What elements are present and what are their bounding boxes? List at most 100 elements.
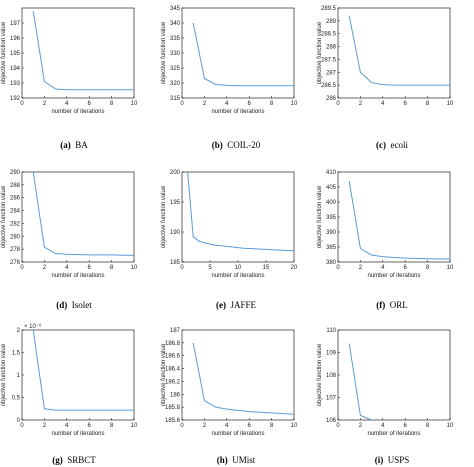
- panel-caption: (i) USPS: [375, 455, 410, 465]
- x-tick-label: 10: [447, 101, 454, 107]
- x-axis-label: number of iterations: [51, 109, 104, 115]
- plot-frame: [21, 329, 135, 421]
- y-tick-label: 278: [10, 247, 21, 253]
- y-tick-label: 200: [170, 170, 181, 176]
- series-line: [32, 10, 134, 91]
- y-tick-label: 340: [170, 21, 181, 27]
- series-line: [192, 342, 294, 415]
- panel-caption: (e) JAFFE: [216, 300, 257, 310]
- y-tick-label: 186.8: [165, 341, 181, 347]
- x-tick-label: 10: [291, 101, 298, 107]
- plot-frame: [21, 7, 135, 99]
- x-tick-label: 6: [88, 101, 92, 107]
- series-line: [32, 172, 134, 256]
- series-line: [32, 330, 134, 411]
- x-tick-label: 8: [270, 101, 274, 107]
- y-tick-label: 280: [10, 234, 21, 240]
- x-tick-label: 2: [203, 423, 207, 429]
- x-tick-label: 8: [426, 265, 430, 271]
- x-tick-label: 4: [381, 101, 385, 107]
- x-axis-label: number of iterations: [51, 273, 104, 279]
- caption-text: UMist: [232, 455, 256, 465]
- y-axis-label: objective function value: [317, 185, 323, 248]
- y-tick-label: 390: [326, 230, 337, 236]
- y-tick-label: 289.5: [321, 6, 337, 12]
- caption-text: BA: [75, 140, 88, 150]
- y-axis-label: objective function value: [161, 21, 167, 84]
- x-tick-label: 5: [208, 265, 212, 271]
- plot-frame: [21, 171, 135, 263]
- y-tick-label: 185.6: [165, 418, 181, 424]
- x-tick-label: 4: [381, 265, 385, 271]
- x-tick-label: 4: [65, 265, 69, 271]
- caption-text: JAFFE: [230, 300, 256, 310]
- y-tick-label: 345: [170, 6, 181, 12]
- y-tick-label: 0.5: [12, 396, 21, 402]
- plot-frame: [181, 7, 295, 99]
- y-tick-label: 400: [326, 200, 337, 206]
- chart-panel-b: 0 2 4 6 8 10 315 320 325 330 335 340 345 number of it…: [161, 6, 298, 150]
- panel-caption: (d) Isolet: [56, 300, 92, 310]
- x-axis-label: number of iterations: [211, 431, 264, 437]
- caption-id: (e): [216, 300, 226, 310]
- caption-text: SRBCT: [67, 455, 96, 465]
- x-tick-label: 10: [131, 101, 138, 107]
- x-tick-label: 8: [426, 423, 430, 429]
- x-tick-label: 8: [270, 423, 274, 429]
- x-tick-label: 10: [131, 423, 138, 429]
- y-tick-label: 186: [170, 392, 181, 398]
- y-tick-label: 385: [326, 245, 337, 251]
- y-tick-label: 107: [326, 396, 337, 402]
- y-axis-label: objective function value: [317, 343, 323, 406]
- panel-caption: (f) ORL: [376, 300, 408, 310]
- y-tick-label: 197: [10, 21, 21, 27]
- x-tick-label: 6: [248, 101, 252, 107]
- chart-panel-f: 0 2 4 6 8 10 380 385 390 395 400 405 410 number of it…: [317, 170, 454, 310]
- y-tick-label: 194: [10, 66, 21, 72]
- y-tick-label: 186.2: [165, 379, 181, 385]
- y-tick-label: 109: [326, 351, 337, 357]
- caption-id: (b): [212, 140, 223, 150]
- series-line: [348, 343, 377, 420]
- chart-panel-a: 0 2 4 6 8 10 192 193 194 195 196 197 number of itera…: [1, 7, 138, 150]
- caption-text: USPS: [388, 455, 410, 465]
- x-tick-label: 4: [225, 423, 229, 429]
- chart-panel-h: 0 2 4 6 8 10 185.6 185.8 186 186.2 186.4 186.6 186.8…: [161, 328, 298, 465]
- y-tick-label: 192: [10, 96, 21, 102]
- y-tick-label: 288: [10, 183, 21, 189]
- x-axis-label: number of iterations: [51, 431, 104, 437]
- chart-panel-i: 0 2 4 6 8 10 106 107 108 109 110 number of iteratio…: [317, 328, 454, 465]
- y-tick-label: 325: [170, 66, 181, 72]
- caption-id: (g): [52, 455, 63, 465]
- y-tick-label: 330: [170, 51, 181, 57]
- caption-id: (a): [60, 140, 71, 150]
- y-tick-label: 287: [326, 70, 337, 76]
- y-tick-label: 395: [326, 215, 337, 221]
- y-tick-label: 290: [10, 170, 21, 176]
- x-tick-label: 0: [336, 265, 340, 271]
- x-tick-label: 10: [131, 265, 138, 271]
- panel-caption: (c) ecoli: [376, 140, 408, 150]
- panel-caption: (g) SRBCT: [52, 455, 96, 465]
- x-tick-label: 2: [359, 101, 363, 107]
- y-tick-label: 190: [170, 230, 181, 236]
- series-line: [187, 172, 294, 252]
- caption-id: (h): [217, 455, 228, 465]
- y-tick-label: 405: [326, 185, 337, 191]
- y-tick-label: 1.5: [12, 351, 21, 357]
- x-axis-label: number of iterations: [367, 273, 420, 279]
- x-tick-label: 8: [110, 423, 114, 429]
- y-tick-label: 187: [170, 328, 181, 334]
- y-tick-label: 106: [326, 418, 337, 424]
- y-tick-label: 193: [10, 81, 21, 87]
- caption-text: Isolet: [72, 300, 92, 310]
- y-tick-label: 195: [10, 51, 21, 57]
- x-tick-label: 6: [248, 423, 252, 429]
- x-tick-label: 6: [404, 423, 408, 429]
- x-tick-label: 15: [263, 265, 270, 271]
- x-tick-label: 8: [110, 101, 114, 107]
- x-tick-label: 10: [235, 265, 242, 271]
- chart-panel-c: 0 2 4 6 8 10 286 286.5 287 287.5 288 288.5 289 289.5 o…: [317, 6, 454, 150]
- y-axis-label: objective function value: [317, 21, 323, 84]
